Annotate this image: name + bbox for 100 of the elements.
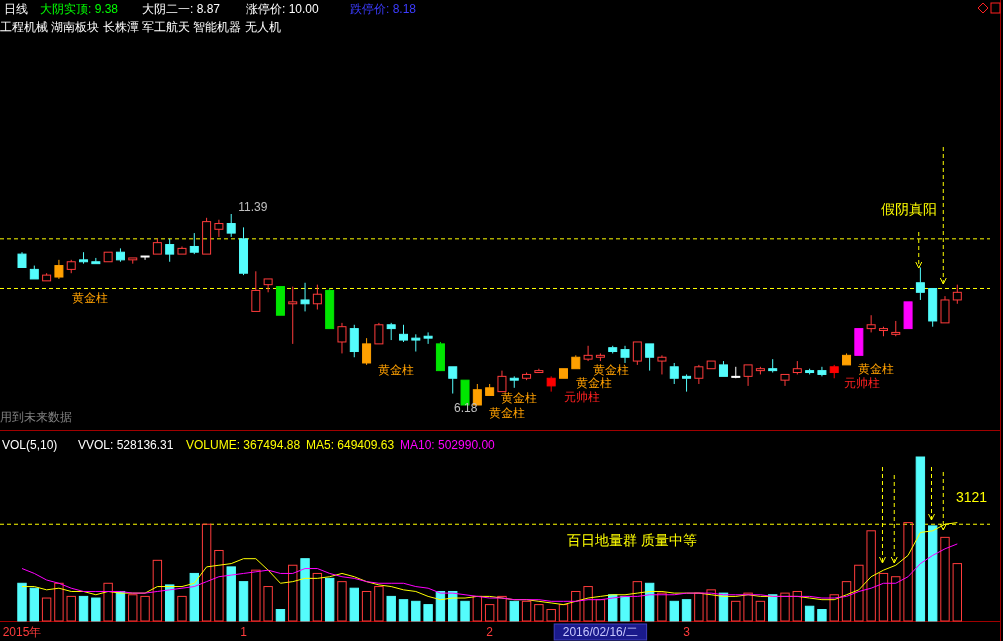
bar (66, 595, 76, 622)
chart-title: VOL(5,10) (2, 438, 58, 452)
annotation: 元帅柱 (844, 376, 881, 390)
bar (755, 600, 766, 622)
bar (940, 536, 950, 622)
bar (361, 590, 372, 622)
candlestick (214, 219, 224, 238)
bar (841, 581, 852, 622)
bar (903, 522, 913, 622)
x-tick-label: 3 (683, 625, 691, 639)
annotation: 黄金柱 (857, 362, 894, 376)
candlestick (620, 345, 630, 364)
bar (78, 595, 89, 622)
bar (349, 587, 359, 622)
bar (632, 581, 643, 622)
bar (644, 582, 655, 622)
bar (288, 564, 298, 622)
bar (521, 600, 532, 622)
bar (620, 595, 630, 622)
bar (386, 595, 396, 622)
bar (263, 586, 273, 622)
text: MA10: 502990.00 (400, 438, 496, 452)
bar (509, 600, 519, 622)
bar (398, 599, 409, 622)
bar (583, 586, 593, 622)
bar (312, 572, 323, 622)
candlestick (337, 322, 347, 354)
bar (792, 590, 803, 622)
bar (226, 566, 236, 622)
annotation: 3121 (956, 489, 988, 505)
bar (497, 595, 507, 622)
bar (164, 584, 175, 622)
bar (374, 586, 384, 622)
bar (534, 604, 544, 622)
bar (103, 582, 113, 622)
text: 大阴实顶: 9.38 (40, 2, 119, 16)
candlestick (411, 333, 421, 353)
candlestick (682, 373, 692, 393)
bar (915, 456, 926, 622)
candlestick (583, 345, 593, 362)
candlestick (288, 286, 298, 345)
bar (743, 592, 753, 622)
annotation: 6.18 (453, 401, 478, 415)
bar (460, 600, 470, 622)
candlestick (694, 364, 704, 385)
bar (891, 576, 901, 622)
bar (780, 592, 790, 622)
x-tick-label: 1 (240, 625, 248, 639)
bar (829, 594, 839, 622)
bar (201, 523, 212, 622)
annotation: 黄金柱 (378, 363, 415, 377)
bar (546, 609, 556, 622)
bar (595, 599, 606, 622)
chart-title: 日线 (4, 2, 28, 16)
bar (657, 592, 667, 622)
bar (324, 577, 335, 622)
annotation: 假阴真阳 (881, 201, 938, 217)
bar (669, 600, 679, 622)
bar (41, 597, 52, 622)
bar (140, 595, 150, 622)
text: 涨停价: 10.00 (246, 2, 320, 16)
x-tick-label: 2016/02/16/二 (562, 625, 639, 639)
bar (804, 605, 815, 622)
candlestick (657, 354, 667, 375)
text: 工程机械 湖南板块 长株潭 军工航天 智能机器 无人机 (0, 20, 281, 34)
candlestick (817, 366, 827, 377)
bar (251, 569, 261, 622)
candlestick (54, 259, 64, 280)
text: 用到未来数据 (0, 410, 72, 424)
text: MA5: 649409.63 (306, 438, 395, 452)
bar (128, 594, 138, 622)
annotation: 黄金柱 (593, 363, 630, 377)
text: VOLUME: 367494.88 (186, 438, 301, 452)
bar (854, 564, 864, 622)
annotation: 11.39 (238, 200, 268, 214)
bar (17, 582, 27, 622)
text: VVOL: 528136.31 (78, 438, 174, 452)
bar (484, 604, 495, 622)
bar (608, 594, 618, 622)
bar (177, 595, 187, 622)
bar (731, 600, 741, 622)
bar (337, 581, 347, 622)
bar (214, 549, 224, 622)
bar (29, 587, 40, 622)
bar (189, 572, 199, 622)
bar (300, 558, 310, 622)
bar (952, 563, 962, 622)
bar (681, 599, 692, 622)
candlestick (115, 247, 125, 263)
text: 跌停价: 8.18 (350, 2, 417, 16)
bar (706, 589, 716, 622)
bar (694, 592, 704, 622)
candlestick (768, 358, 778, 374)
bar (718, 592, 729, 622)
annotation: 元帅柱 (563, 390, 600, 404)
annotation: 黄金柱 (71, 291, 108, 305)
annotation: 黄金柱 (501, 391, 538, 405)
bar (571, 590, 581, 622)
bar (866, 530, 876, 622)
bar (275, 609, 286, 622)
